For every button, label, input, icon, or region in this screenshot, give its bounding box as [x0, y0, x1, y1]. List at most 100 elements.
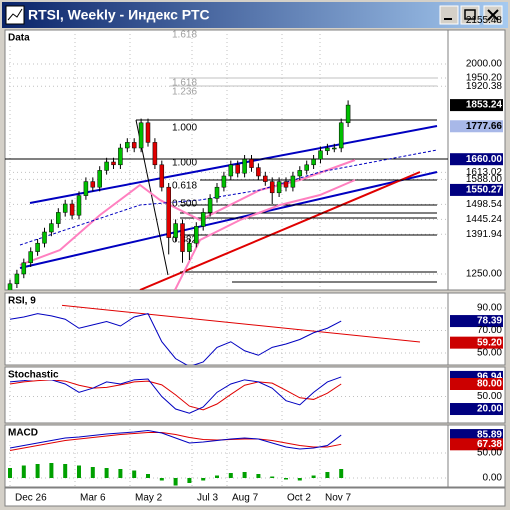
fib-label: 0.618 [172, 181, 197, 192]
date-label: Oct 2 [287, 493, 311, 504]
panel-name: MACD [8, 428, 38, 439]
axis-label: 1391.94 [466, 229, 503, 240]
panel-name: Data [8, 33, 30, 44]
candle-body [242, 158, 247, 174]
maximize-button[interactable] [460, 5, 480, 25]
panel-content [5, 367, 448, 423]
axis-label: 1613.02 [466, 167, 503, 178]
macd-bar [90, 467, 95, 478]
candle-body [111, 161, 116, 166]
candle-body [173, 223, 178, 238]
axis-label: 67.38 [477, 439, 502, 450]
candle-body [297, 170, 303, 177]
moving-average [19, 149, 438, 246]
axis-label: 1498.54 [466, 199, 503, 210]
macd-bar [77, 465, 81, 478]
fib-label: 1.000 [172, 158, 197, 169]
axis-label: 80.00 [477, 379, 502, 390]
stoch-k [9, 376, 342, 414]
macd-line [9, 429, 342, 450]
candle-body [304, 164, 309, 171]
candle-body [83, 181, 89, 196]
candle-body [21, 262, 27, 275]
candle-body [14, 273, 20, 285]
app-icon-glyph [7, 8, 23, 21]
candle-body [28, 251, 33, 264]
candle-body [214, 186, 220, 199]
axis-label: 2155.48 [466, 15, 503, 26]
candle-body [180, 223, 185, 252]
macd-bar [256, 474, 261, 478]
moving-average [174, 179, 356, 290]
candle-body [283, 181, 289, 188]
candle-body [159, 164, 165, 188]
candle-body [49, 223, 54, 233]
axis-label: 1250.00 [466, 269, 503, 280]
candle-body [7, 283, 13, 290]
axis-label: 2000.00 [466, 59, 503, 70]
panel-name: RSI, 9 [8, 296, 36, 307]
candle-body [90, 181, 96, 188]
candle-body [131, 142, 137, 149]
candle-body [228, 164, 234, 177]
macd-bar [297, 478, 302, 481]
axis-label: 20.00 [477, 404, 502, 415]
macd-bar [311, 475, 316, 478]
panel-content [5, 293, 448, 365]
candle-body [35, 242, 40, 252]
macd-bar [215, 475, 219, 478]
minimize-button[interactable] [439, 5, 459, 25]
axis-label-box [450, 183, 503, 196]
axis-label: 96.94 [477, 372, 502, 383]
macd-bar [339, 469, 344, 478]
panel-bg [4, 29, 449, 291]
date-label: May 2 [135, 493, 163, 504]
axis-label: 50.00 [477, 391, 502, 402]
macd-bar [21, 465, 26, 478]
trend-line [29, 125, 438, 204]
axis-label: 59.20 [477, 337, 502, 348]
candle-body [97, 170, 102, 188]
candle-body [200, 212, 206, 227]
macd-bar [159, 478, 164, 481]
candle-body [187, 242, 192, 252]
candle-body [263, 175, 268, 182]
macd-bar [8, 468, 12, 478]
axis-label-box [450, 438, 503, 451]
macd-bar [187, 478, 192, 483]
macd-bar [201, 478, 206, 481]
macd-bar [132, 470, 137, 478]
candle-body [290, 175, 296, 188]
fib-label: 1.000 [172, 123, 197, 134]
candle-body [325, 147, 330, 152]
axis-label-box [450, 378, 503, 390]
axis-label: 0.00 [483, 473, 503, 484]
axis-label-box [450, 99, 503, 112]
fib-label: 1.618 [172, 78, 197, 89]
candle-body [235, 164, 240, 174]
axis-label: 85.89 [477, 430, 502, 441]
date-label: Mar 6 [80, 493, 106, 504]
candle-body [194, 226, 199, 244]
axis-label: 1920.38 [466, 81, 503, 92]
axis-label-box [450, 153, 503, 166]
macd-bar [242, 472, 247, 478]
date-axis [4, 487, 506, 507]
axis-label: 1588.00 [466, 174, 503, 185]
close-button[interactable] [483, 5, 503, 25]
candle-body [345, 104, 351, 124]
axis-label: 1950.20 [466, 73, 503, 84]
candle-body [118, 147, 123, 166]
candle-body [166, 186, 171, 238]
macd-bar [146, 474, 150, 478]
rsi-trend [9, 299, 421, 343]
macd-bar [118, 469, 123, 478]
candle-body [332, 147, 337, 150]
axis-label: 70.00 [477, 325, 502, 336]
axis-label-box [450, 315, 503, 328]
rsi-line [9, 313, 342, 365]
candle-body [318, 150, 323, 160]
panel-name-bg [6, 294, 62, 306]
macd-bar [104, 468, 109, 478]
